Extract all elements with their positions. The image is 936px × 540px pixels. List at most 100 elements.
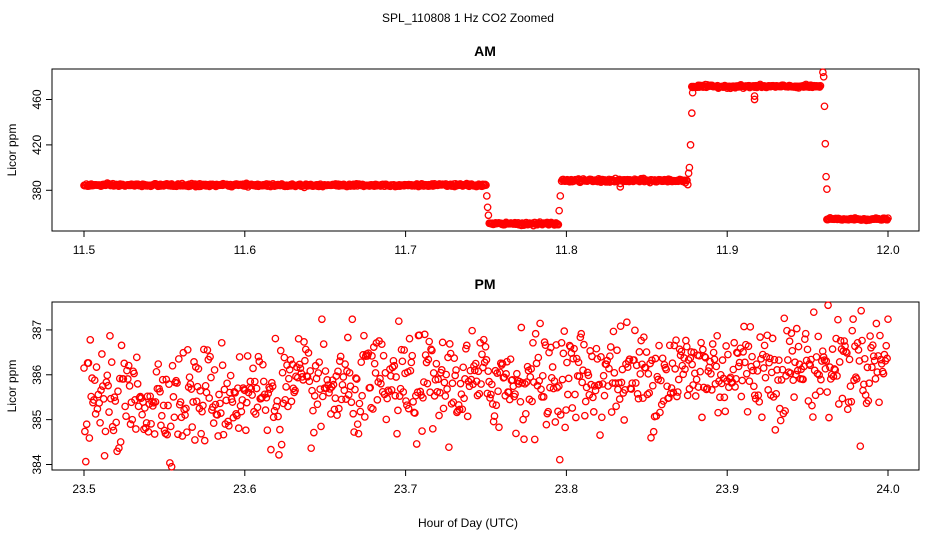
pm-y-axis: 384 385 386 387	[30, 320, 52, 475]
pm-data-point	[103, 371, 112, 380]
pm-data-point	[589, 408, 598, 416]
pm-data-point	[345, 368, 354, 377]
pm-data-point	[512, 369, 521, 378]
am-data-point	[616, 183, 625, 191]
pm-data-point	[216, 409, 225, 417]
pm-data-point	[440, 378, 449, 387]
am-data-point	[884, 214, 892, 223]
pm-data-point	[759, 364, 768, 372]
pm-data-point	[267, 378, 276, 387]
pm-data-point	[133, 380, 142, 388]
pm-data-point	[458, 405, 467, 414]
pm-data-point	[207, 373, 215, 382]
pm-data-point	[783, 356, 792, 364]
pm-data-point	[879, 369, 888, 378]
pm-data-point	[665, 394, 673, 402]
pm-data-point	[360, 413, 369, 421]
pm-data-point	[357, 358, 366, 367]
pm-data-point	[589, 393, 597, 402]
pm-data-point	[225, 421, 233, 430]
pm-data-point	[183, 428, 191, 437]
pm-data-point	[597, 413, 606, 422]
pm-data-point	[846, 382, 855, 391]
x-axis-label: Hour of Day (UTC)	[418, 516, 518, 530]
pm-data-point	[270, 406, 279, 415]
pm-data-point	[182, 404, 190, 413]
pm-data-point	[415, 331, 424, 340]
pm-data-point	[343, 333, 352, 342]
pm-data-point	[641, 363, 650, 372]
pm-data-point	[350, 428, 358, 436]
pm-data-point	[199, 345, 208, 354]
pm-data-point	[761, 373, 770, 382]
pm-data-point	[185, 373, 194, 382]
pm-data-point	[348, 315, 357, 324]
pm-data-point	[792, 324, 801, 333]
pm-data-point	[351, 385, 359, 394]
pm-data-point	[237, 407, 246, 416]
pm-data-point	[578, 378, 586, 387]
am-x-tick-label: 12.0	[876, 243, 900, 257]
pm-data-point	[778, 365, 787, 374]
pm-data-point	[538, 371, 547, 380]
pm-data-point	[317, 422, 325, 431]
am-data-point	[688, 88, 697, 97]
pm-data-point	[115, 374, 124, 383]
pm-data-point	[592, 344, 601, 353]
pm-data-point	[610, 368, 619, 377]
pm-data-point	[151, 398, 160, 406]
pm-data-point	[309, 406, 317, 415]
pm-data-point	[804, 397, 813, 405]
am-data-point	[820, 102, 829, 111]
pm-data-point	[109, 426, 118, 435]
pm-data-point	[158, 375, 167, 384]
pm-data-point	[511, 390, 519, 398]
pm-data-point	[718, 356, 727, 364]
am-y-tick-label: 460	[30, 89, 44, 109]
pm-data-point	[758, 413, 766, 422]
am-data-point	[683, 176, 691, 185]
pm-data-point	[376, 374, 384, 383]
am-x-tick-label: 11.6	[234, 243, 257, 257]
am-data-point	[553, 220, 562, 228]
pm-data-point	[91, 410, 100, 418]
pm-data-point	[845, 355, 854, 364]
pm-data-point	[358, 391, 366, 400]
pm-data-point	[860, 354, 869, 363]
pm-data-point	[187, 385, 196, 393]
am-y-tick-label: 420	[30, 135, 44, 155]
pm-data-point	[808, 401, 816, 410]
pm-data-point	[199, 401, 207, 410]
am-data-point	[823, 185, 831, 193]
pm-data-point	[628, 379, 637, 388]
pm-data-point	[479, 363, 487, 372]
pm-data-point	[662, 365, 671, 374]
pm-data-point	[768, 334, 777, 343]
pm-data-point	[777, 376, 786, 384]
pm-data-point	[329, 380, 338, 389]
pm-data-point	[742, 369, 751, 378]
pm-data-point	[432, 359, 441, 368]
pm-data-point	[371, 369, 380, 377]
pm-data-point	[166, 459, 174, 467]
pm-data-point	[224, 417, 232, 426]
pm-data-point	[445, 443, 453, 452]
pm-data-point	[128, 415, 137, 424]
pm-data-point	[318, 315, 326, 324]
pm-data-point	[673, 388, 682, 396]
pm-data-point	[462, 344, 470, 353]
pm-data-point	[125, 382, 134, 390]
pm-data-point	[542, 420, 551, 429]
pm-data-point	[563, 390, 572, 399]
pm-data-point	[651, 354, 660, 363]
am-x-tick-label: 11.9	[716, 243, 739, 257]
pm-data-point	[667, 384, 676, 392]
pm-data-point	[235, 353, 244, 361]
pm-data-point	[531, 329, 540, 338]
pm-data-point	[214, 432, 222, 440]
pm-data-point	[173, 379, 181, 387]
pm-data-point	[253, 403, 262, 412]
pm-data-point	[780, 314, 789, 323]
pm-data-point	[858, 336, 866, 345]
pm-data-point	[830, 365, 839, 373]
